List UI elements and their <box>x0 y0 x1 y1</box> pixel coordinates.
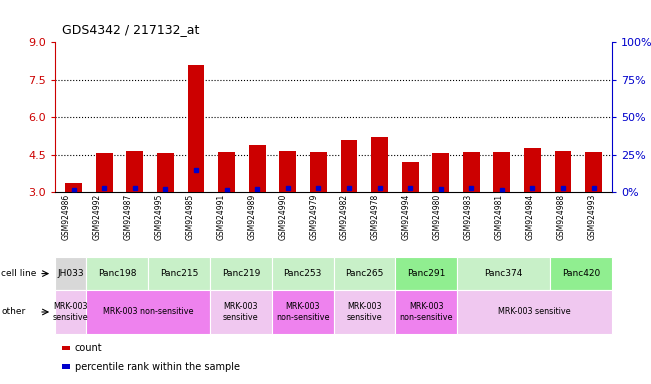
Text: GSM924984: GSM924984 <box>525 194 534 240</box>
Text: MRK-003 non-sensitive: MRK-003 non-sensitive <box>103 308 193 316</box>
Text: GSM924990: GSM924990 <box>278 194 287 240</box>
Bar <box>310 152 327 192</box>
Bar <box>524 148 541 192</box>
Text: GSM924986: GSM924986 <box>62 194 71 240</box>
Bar <box>157 153 174 192</box>
Bar <box>218 152 235 192</box>
Bar <box>65 183 82 192</box>
Text: Panc374: Panc374 <box>484 269 523 278</box>
Text: cell line: cell line <box>1 269 36 278</box>
Text: GSM924995: GSM924995 <box>154 194 163 240</box>
Text: GSM924994: GSM924994 <box>402 194 411 240</box>
Text: MRK-003
sensitive: MRK-003 sensitive <box>347 302 382 322</box>
Text: GSM924987: GSM924987 <box>124 194 133 240</box>
Text: percentile rank within the sample: percentile rank within the sample <box>75 361 240 372</box>
Text: MRK-003
sensitive: MRK-003 sensitive <box>53 302 89 322</box>
Text: Panc198: Panc198 <box>98 269 137 278</box>
Bar <box>371 137 388 192</box>
Text: MRK-003
sensitive: MRK-003 sensitive <box>223 302 258 322</box>
Text: GSM924992: GSM924992 <box>92 194 102 240</box>
Bar <box>340 140 357 192</box>
Text: GSM924981: GSM924981 <box>495 194 504 240</box>
Bar <box>187 65 204 192</box>
Text: MRK-003
non-sensitive: MRK-003 non-sensitive <box>276 302 329 322</box>
Bar <box>96 153 113 192</box>
Text: MRK-003
non-sensitive: MRK-003 non-sensitive <box>400 302 453 322</box>
Text: GSM924982: GSM924982 <box>340 194 349 240</box>
Text: JH033: JH033 <box>57 269 84 278</box>
Text: GSM924983: GSM924983 <box>464 194 473 240</box>
Text: GDS4342 / 217132_at: GDS4342 / 217132_at <box>62 23 199 36</box>
Text: MRK-003 sensitive: MRK-003 sensitive <box>498 308 571 316</box>
Text: Panc420: Panc420 <box>562 269 600 278</box>
Text: count: count <box>75 343 102 353</box>
Bar <box>279 151 296 192</box>
Text: GSM924989: GSM924989 <box>247 194 256 240</box>
Text: other: other <box>1 308 25 316</box>
Text: GSM924979: GSM924979 <box>309 194 318 240</box>
Text: Panc265: Panc265 <box>346 269 383 278</box>
Text: GSM924993: GSM924993 <box>587 194 596 240</box>
Bar <box>126 151 143 192</box>
Bar <box>463 152 480 192</box>
Text: Panc291: Panc291 <box>408 269 445 278</box>
Text: GSM924991: GSM924991 <box>216 194 225 240</box>
Bar <box>585 152 602 192</box>
Bar <box>555 151 572 192</box>
Text: Panc215: Panc215 <box>160 269 198 278</box>
Text: Panc253: Panc253 <box>284 269 322 278</box>
Bar <box>402 162 419 192</box>
Bar <box>432 153 449 192</box>
Text: GSM924988: GSM924988 <box>557 194 566 240</box>
Text: Panc219: Panc219 <box>222 269 260 278</box>
Bar <box>493 152 510 192</box>
Text: GSM924980: GSM924980 <box>433 194 442 240</box>
Bar <box>249 145 266 192</box>
Text: GSM924985: GSM924985 <box>186 194 195 240</box>
Text: GSM924978: GSM924978 <box>371 194 380 240</box>
